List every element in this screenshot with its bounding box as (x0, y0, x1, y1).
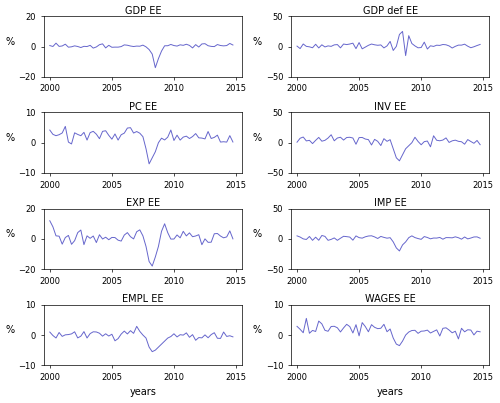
Title: EXP EE: EXP EE (126, 198, 160, 208)
Y-axis label: %: % (6, 229, 15, 239)
X-axis label: years: years (130, 387, 156, 397)
Y-axis label: %: % (253, 325, 262, 335)
Title: INV EE: INV EE (374, 102, 406, 112)
Y-axis label: %: % (253, 133, 262, 143)
Y-axis label: %: % (6, 325, 15, 335)
Title: WAGES EE: WAGES EE (365, 294, 416, 304)
X-axis label: years: years (376, 387, 404, 397)
Title: IMP EE: IMP EE (374, 198, 406, 208)
Title: EMPL EE: EMPL EE (122, 294, 164, 304)
Y-axis label: %: % (6, 37, 15, 46)
Title: GDP def EE: GDP def EE (362, 6, 418, 16)
Y-axis label: %: % (253, 37, 262, 46)
Y-axis label: %: % (6, 133, 15, 143)
Title: GDP EE: GDP EE (124, 6, 161, 16)
Title: PC EE: PC EE (129, 102, 157, 112)
Y-axis label: %: % (253, 229, 262, 239)
